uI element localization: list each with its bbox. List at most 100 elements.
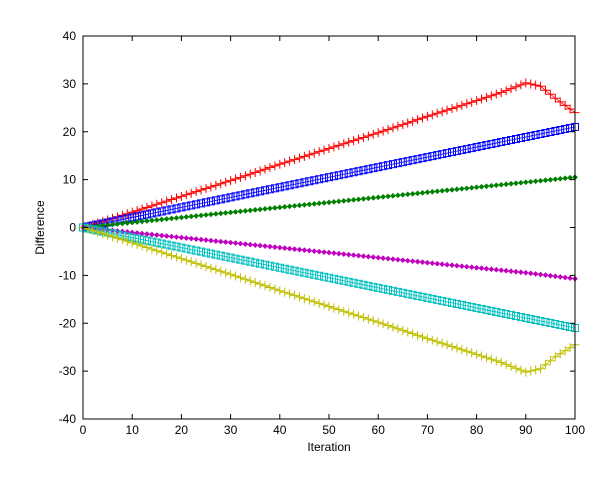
data-point-square	[511, 135, 520, 144]
data-point-square	[388, 286, 397, 295]
data-point-plus	[496, 358, 506, 368]
data-point-square	[157, 207, 166, 216]
data-point-diamond	[478, 265, 485, 272]
data-point-diamond	[217, 238, 224, 245]
data-point-square	[482, 141, 491, 150]
data-point-diamond	[542, 177, 549, 184]
data-point-plus	[354, 134, 364, 144]
data-point-square	[344, 277, 353, 286]
data-point-square	[320, 174, 329, 183]
data-point-diamond	[340, 197, 347, 204]
data-point-diamond	[557, 273, 564, 280]
data-point-diamond	[532, 270, 539, 277]
data-point-diamond	[453, 262, 460, 269]
data-point-plus	[324, 301, 334, 311]
data-point-diamond	[227, 239, 234, 246]
data-point-square	[384, 285, 393, 294]
data-point-diamond	[247, 241, 254, 248]
data-point-diamond	[552, 176, 559, 183]
data-point-plus	[358, 313, 368, 323]
data-point-square	[142, 210, 151, 219]
data-point-diamond	[537, 177, 544, 184]
data-point-diamond	[188, 235, 195, 242]
data-point-diamond	[321, 199, 328, 206]
data-point-diamond	[267, 205, 273, 212]
data-point-diamond	[513, 180, 519, 187]
data-point-diamond	[316, 200, 323, 207]
data-point-diamond	[434, 260, 441, 267]
data-point-plus	[462, 346, 472, 356]
data-point-plus	[481, 353, 491, 363]
data-point-plus	[216, 179, 226, 189]
data-point-square	[192, 246, 201, 255]
data-point-square	[197, 199, 206, 208]
data-point-square	[428, 294, 437, 303]
y-tick-label: -30	[59, 364, 77, 378]
data-point-diamond	[109, 221, 116, 228]
series-0	[78, 78, 580, 232]
data-point-diamond	[385, 255, 391, 262]
data-point-plus	[511, 363, 521, 373]
data-point-square	[374, 283, 383, 292]
data-point-plus	[521, 78, 531, 88]
data-point-square	[388, 160, 397, 169]
data-point-square	[423, 293, 432, 302]
data-point-diamond	[404, 257, 411, 264]
data-point-diamond	[517, 269, 524, 276]
data-point-square	[246, 189, 255, 198]
data-point-diamond	[237, 208, 244, 215]
data-point-plus	[432, 108, 442, 118]
data-point-square	[492, 139, 501, 148]
data-point-plus	[368, 129, 378, 139]
data-point-square	[359, 280, 368, 289]
data-point-plus	[171, 193, 181, 203]
data-point-square	[152, 238, 161, 247]
data-point-square	[379, 162, 388, 171]
data-point-diamond	[281, 203, 288, 210]
data-point-square	[187, 245, 196, 254]
data-point-square	[325, 173, 333, 182]
data-point-plus	[171, 252, 181, 262]
data-point-square	[487, 306, 496, 315]
data-point-square	[364, 165, 373, 174]
data-point-diamond	[567, 275, 574, 282]
data-point-plus	[344, 137, 354, 147]
data-point-plus	[186, 257, 196, 267]
data-point-square	[448, 148, 456, 157]
y-tick-label: 30	[63, 77, 77, 91]
data-point-square	[310, 176, 319, 185]
data-point-plus	[363, 314, 373, 324]
data-point-diamond	[291, 202, 298, 209]
data-point-diamond	[414, 190, 421, 197]
data-point-plus	[181, 190, 191, 200]
data-point-diamond	[375, 194, 382, 201]
data-point-diamond	[513, 268, 519, 275]
data-point-plus	[231, 271, 241, 281]
data-point-diamond	[527, 270, 534, 277]
data-point-plus	[108, 232, 118, 242]
data-point-square	[349, 278, 358, 287]
data-point-diamond	[517, 179, 524, 186]
data-point-plus	[206, 263, 216, 273]
data-point-square	[236, 191, 245, 200]
data-point-diamond	[188, 213, 195, 220]
data-point-square	[315, 175, 324, 184]
data-point-plus	[477, 351, 487, 361]
data-point-square	[349, 168, 358, 177]
data-point-square	[418, 154, 427, 163]
data-point-diamond	[217, 210, 224, 217]
data-point-square	[275, 183, 284, 192]
data-point-square	[492, 307, 501, 316]
data-point-square	[172, 204, 181, 213]
data-point-plus	[196, 185, 206, 195]
y-axis-label: Difference	[33, 200, 47, 255]
data-point-square	[433, 295, 442, 304]
data-point-diamond	[198, 236, 205, 243]
data-point-square	[502, 137, 511, 146]
data-point-diamond	[257, 206, 264, 213]
data-point-diamond	[542, 272, 549, 279]
data-point-square	[413, 291, 422, 300]
data-point-square	[182, 202, 191, 211]
data-point-square	[393, 159, 402, 168]
